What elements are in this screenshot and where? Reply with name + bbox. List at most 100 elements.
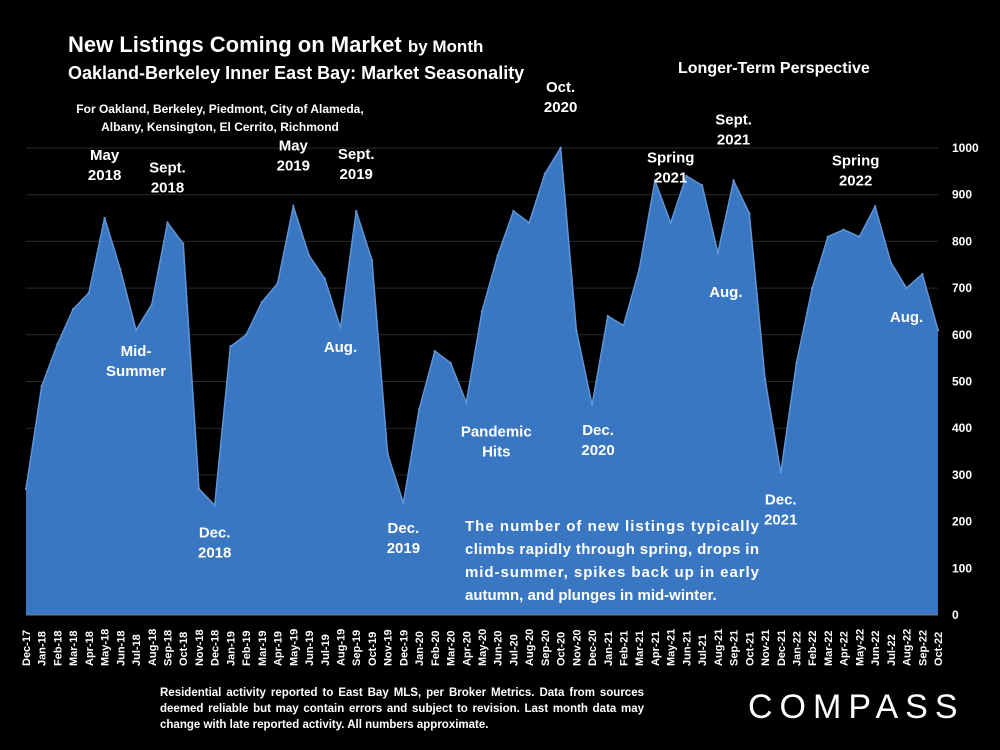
annotation-label: Oct. 2020 xyxy=(544,79,577,116)
data-point-Mar-18 xyxy=(71,307,75,311)
annotation-label: Spring 2021 xyxy=(647,150,695,187)
data-point-Feb-20 xyxy=(433,349,437,353)
data-point-Apr-18 xyxy=(87,291,91,294)
annotation-line: 2020 xyxy=(581,442,614,459)
annotation-label: Aug. xyxy=(890,309,923,326)
data-point-Feb-21 xyxy=(622,324,625,327)
x-tick-label: Jan-21 xyxy=(603,631,615,666)
data-point-Dec-19 xyxy=(402,501,405,505)
annotation-label: Spring 2022 xyxy=(832,153,880,190)
data-point-Mar-22 xyxy=(826,235,830,238)
annotation-label: Dec. 2020 xyxy=(581,422,614,459)
title-main: New Listings Coming on Market xyxy=(68,32,402,57)
data-point-Jun-22 xyxy=(873,205,877,208)
data-point-Jun-19 xyxy=(307,254,311,257)
x-tick-label: Mar-20 xyxy=(446,631,458,666)
x-tick-label: Jul-20 xyxy=(508,634,520,666)
data-point-May-18 xyxy=(103,216,106,220)
data-point-Jan-22 xyxy=(795,361,798,365)
y-tick-label: 200 xyxy=(952,515,972,529)
annotation-label: May 2018 xyxy=(88,147,121,184)
plot-area xyxy=(24,145,940,616)
annotation-line: Sept. xyxy=(149,160,186,177)
y-tick-label: 500 xyxy=(952,375,972,389)
annotation-label: Aug. xyxy=(709,284,742,301)
x-tick-label: Oct-19 xyxy=(367,632,379,666)
x-tick-label: Sep-22 xyxy=(917,630,929,666)
annotation-label: May 2019 xyxy=(277,137,310,174)
x-tick-label: May-19 xyxy=(288,629,300,666)
chart-subtitle: Oakland-Berkeley Inner East Bay: Market … xyxy=(68,63,525,83)
x-tick-label: Apr-19 xyxy=(273,631,285,666)
annotation-line: Pandemic xyxy=(461,424,532,441)
data-point-Feb-19 xyxy=(244,333,248,336)
data-point-Jul-19 xyxy=(323,277,326,280)
x-axis: Dec-17 Jan-18 Feb-18 Mar-18 Apr-18 May-18 Jun-… xyxy=(21,629,945,666)
data-point-Jul-18 xyxy=(134,328,138,332)
data-point-Aug-19 xyxy=(339,326,342,329)
data-point-Dec-21 xyxy=(779,471,782,474)
data-point-Jun-18 xyxy=(119,268,122,271)
x-tick-label: May-20 xyxy=(477,629,489,666)
annotation-label: Sept. 2018 xyxy=(149,160,186,197)
data-point-Dec-20 xyxy=(590,403,594,407)
commentary-line: mid-summer, spikes back up in early xyxy=(465,564,760,581)
data-point-Sep-19 xyxy=(355,209,358,213)
data-point-Sep-22 xyxy=(921,272,924,276)
title-suffix: by Month xyxy=(407,37,484,56)
x-tick-label: Jul-21 xyxy=(697,634,709,666)
annotation-line: May xyxy=(279,137,309,154)
data-point-Jul-22 xyxy=(889,261,893,264)
y-tick-label: 800 xyxy=(952,234,972,248)
data-point-May-22 xyxy=(858,235,861,238)
annotation-line: May xyxy=(90,147,120,164)
annotation-label: Dec. 2021 xyxy=(764,492,797,529)
x-tick-label: Jul-18 xyxy=(131,634,143,666)
data-point-Apr-21 xyxy=(653,179,657,182)
annotation-line: Dec. xyxy=(582,422,614,439)
annotation-label: Sept. 2019 xyxy=(338,146,375,183)
annotation-line: 2021 xyxy=(654,170,687,187)
x-tick-label: Oct-22 xyxy=(933,632,945,666)
y-tick-label: 600 xyxy=(952,328,972,342)
annotation-label: Pandemic Hits xyxy=(461,424,532,461)
data-point-Aug-22 xyxy=(905,286,908,290)
x-tick-label: Jan-20 xyxy=(414,631,426,666)
x-tick-label: Dec-17 xyxy=(21,630,33,666)
y-tick-label: 300 xyxy=(952,468,972,482)
data-point-Apr-20 xyxy=(465,401,468,404)
x-tick-label: Mar-18 xyxy=(68,631,80,666)
x-tick-label: Jul-22 xyxy=(886,634,898,666)
commentary-line: autumn, and plunges in mid-winter. xyxy=(465,587,717,604)
x-tick-label: Aug-21 xyxy=(713,629,725,666)
annotation-line: 2018 xyxy=(88,167,121,184)
x-tick-label: Nov-20 xyxy=(571,629,583,666)
data-point-May-20 xyxy=(480,310,484,313)
source-footnote: Residential activity reported to East Ba… xyxy=(160,687,644,731)
annotation-line: 2021 xyxy=(764,512,797,529)
data-point-Dec-17 xyxy=(24,487,28,491)
x-tick-label: Jan-22 xyxy=(791,631,803,666)
data-point-Jun-21 xyxy=(685,174,688,178)
x-tick-label: Dec-19 xyxy=(398,630,410,666)
data-point-Mar-20 xyxy=(449,361,452,365)
data-point-Oct-21 xyxy=(748,212,751,215)
annotation-line: Dec. xyxy=(388,520,420,537)
x-tick-label: May-18 xyxy=(100,629,112,666)
data-point-Jul-20 xyxy=(512,209,515,213)
annotation-line: 2021 xyxy=(717,132,750,149)
commentary-line: The number of new listings typically xyxy=(465,518,760,535)
annotation-line: Sept. xyxy=(338,146,375,163)
annotation-line: Dec. xyxy=(199,524,231,541)
data-point-May-19 xyxy=(292,205,295,208)
x-tick-label: Sep-21 xyxy=(729,630,741,666)
data-point-Nov-18 xyxy=(197,487,201,491)
x-tick-label: Apr-21 xyxy=(650,631,662,666)
x-tick-label: May-22 xyxy=(854,629,866,666)
x-tick-label: Nov-18 xyxy=(194,629,206,666)
data-point-Sep-20 xyxy=(543,172,547,175)
x-tick-label: Nov-21 xyxy=(760,629,772,666)
x-tick-label: Aug-18 xyxy=(147,629,159,666)
data-point-Jun-20 xyxy=(496,254,499,257)
y-tick-label: 1000 xyxy=(952,141,979,155)
